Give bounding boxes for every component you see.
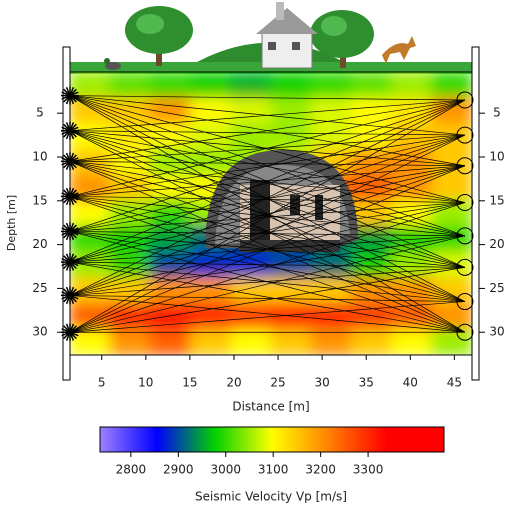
y2-tick-label: 20 <box>489 237 504 251</box>
x-tick-label: 10 <box>138 376 153 390</box>
velocity-cell <box>351 303 392 330</box>
velocity-cell <box>271 72 312 99</box>
x-tick-label: 15 <box>182 376 197 390</box>
colorbar <box>100 427 444 452</box>
x-tick-label: 35 <box>359 376 374 390</box>
y-tick-label: 15 <box>32 193 47 207</box>
figure: 510152025303540455510101515202025253030 … <box>0 0 512 510</box>
source <box>61 187 79 205</box>
velocity-cell <box>110 72 151 99</box>
source <box>61 253 79 271</box>
velocity-cell <box>110 329 151 356</box>
velocity-cell <box>190 72 231 99</box>
velocity-cell <box>391 329 432 356</box>
y-axis-title: Depth [m] <box>5 195 18 251</box>
velocity-cell <box>230 329 271 356</box>
velocity-cell <box>230 303 271 330</box>
colorbar-tick-label: 2900 <box>163 463 194 477</box>
velocity-cell <box>431 72 472 99</box>
x-tick-label: 20 <box>226 376 241 390</box>
colorbar-tick-label: 3000 <box>210 463 241 477</box>
y-tick-label: 30 <box>32 325 47 339</box>
velocity-cell <box>391 72 432 99</box>
velocity-cell <box>431 329 472 356</box>
scenery <box>70 2 472 74</box>
velocity-cell <box>271 97 312 124</box>
y2-tick-label: 30 <box>489 325 504 339</box>
velocity-cell <box>351 72 392 99</box>
velocity-cell <box>391 252 432 279</box>
source <box>61 87 79 105</box>
velocity-cell <box>150 72 191 99</box>
velocity-cell <box>351 149 392 176</box>
y2-tick-label: 10 <box>489 149 504 163</box>
colorbar-title: Seismic Velocity Vp [m/s] <box>195 490 347 504</box>
colorbar-tick-label: 2800 <box>116 463 147 477</box>
velocity-cell <box>271 329 312 356</box>
source <box>61 152 79 170</box>
x-tick-label: 30 <box>314 376 329 390</box>
source <box>61 323 79 341</box>
y2-tick-label: 15 <box>489 193 504 207</box>
velocity-cell <box>431 174 472 201</box>
colorbar-tick-label: 3300 <box>353 463 384 477</box>
y-tick-label: 10 <box>32 149 47 163</box>
velocity-cell <box>150 329 191 356</box>
velocity-cell <box>351 329 392 356</box>
colorbar-tick-label: 3100 <box>258 463 289 477</box>
velocity-cell <box>311 329 352 356</box>
velocity-cell <box>110 226 151 253</box>
y2-tick-label: 25 <box>489 281 504 295</box>
x-tick-label: 25 <box>270 376 285 390</box>
source <box>61 222 79 240</box>
velocity-cell <box>70 72 111 99</box>
source <box>61 122 79 140</box>
y-tick-label: 20 <box>32 237 47 251</box>
y2-tick-label: 5 <box>493 106 501 120</box>
velocity-cell <box>271 277 312 304</box>
velocity-cell <box>311 72 352 99</box>
velocity-cell <box>351 97 392 124</box>
velocity-cell <box>230 72 271 99</box>
x-axis-title: Distance [m] <box>232 400 309 414</box>
velocity-cell <box>230 97 271 124</box>
velocity-cell <box>351 174 392 201</box>
velocity-cell <box>190 329 231 356</box>
velocity-cell <box>431 200 472 227</box>
y-tick-label: 25 <box>32 281 47 295</box>
x-tick-label: 5 <box>98 376 106 390</box>
colorbar-tick-label: 3200 <box>305 463 336 477</box>
y-tick-label: 5 <box>36 106 44 120</box>
velocity-cell <box>311 303 352 330</box>
x-tick-label: 45 <box>447 376 462 390</box>
source <box>61 286 79 304</box>
x-tick-label: 40 <box>403 376 418 390</box>
